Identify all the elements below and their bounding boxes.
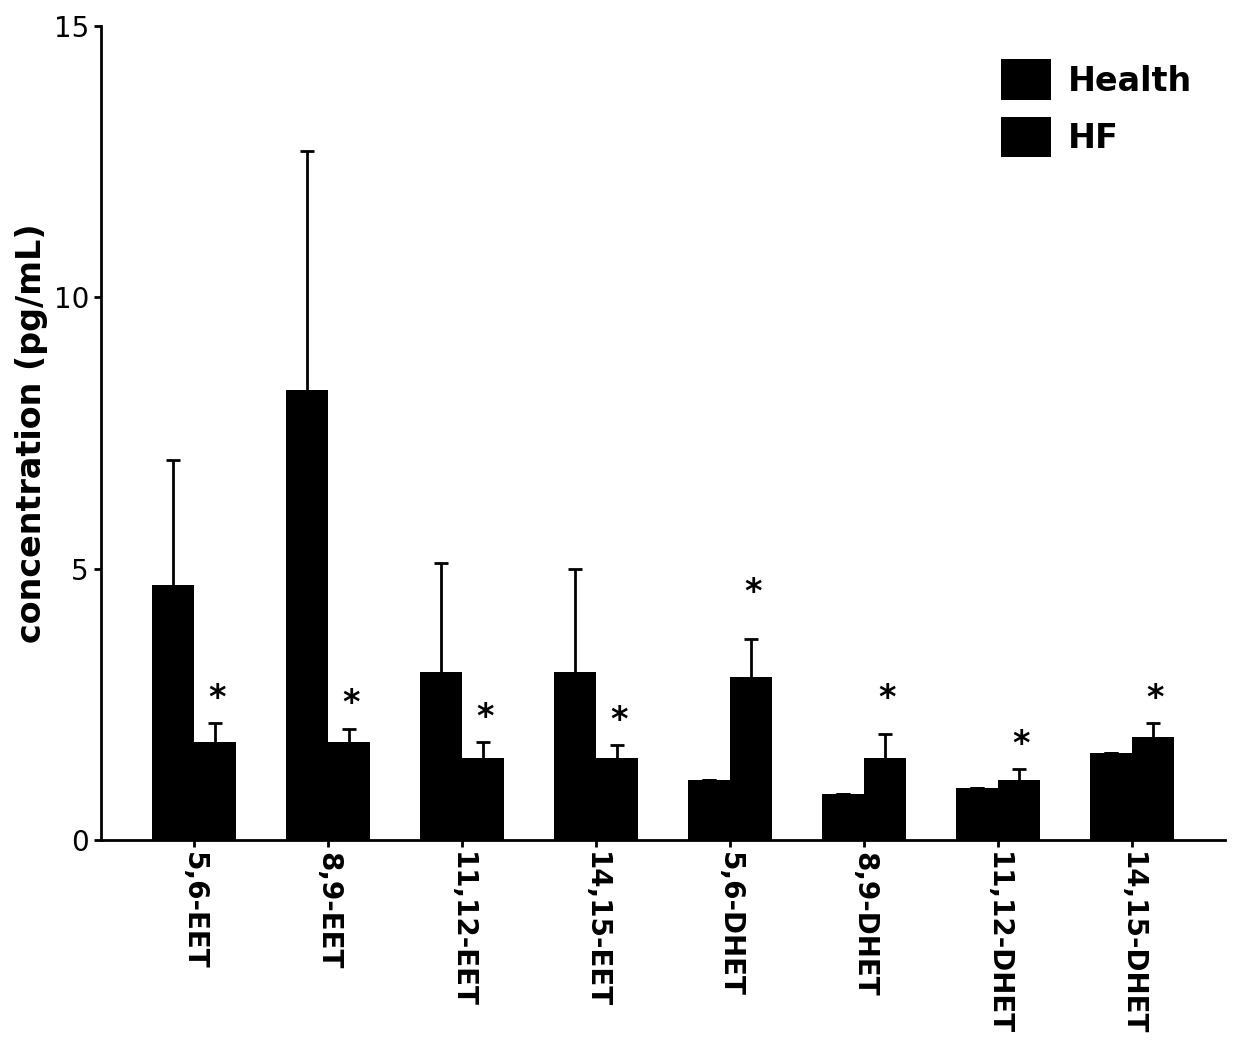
Text: *: *	[878, 682, 895, 715]
Bar	[420, 672, 463, 840]
Bar	[1132, 737, 1174, 840]
Text: *: *	[476, 701, 494, 734]
Text: *: *	[610, 704, 627, 737]
Bar	[596, 758, 639, 840]
Legend: Health, HF: Health, HF	[985, 43, 1208, 174]
Bar	[554, 672, 596, 840]
Bar	[822, 794, 864, 840]
Text: *: *	[208, 682, 226, 715]
Text: *: *	[744, 576, 761, 609]
Text: *: *	[342, 688, 360, 720]
Y-axis label: concentration (pg/mL): concentration (pg/mL)	[15, 223, 48, 643]
Bar	[463, 758, 503, 840]
Bar	[151, 585, 193, 840]
Bar	[285, 390, 327, 840]
Bar	[956, 789, 998, 840]
Bar	[730, 677, 773, 840]
Bar	[327, 742, 370, 840]
Bar	[193, 742, 236, 840]
Bar	[864, 758, 906, 840]
Text: *: *	[1146, 682, 1163, 715]
Text: *: *	[1012, 728, 1029, 761]
Bar	[688, 780, 730, 840]
Bar	[1090, 753, 1132, 840]
Bar	[998, 780, 1040, 840]
